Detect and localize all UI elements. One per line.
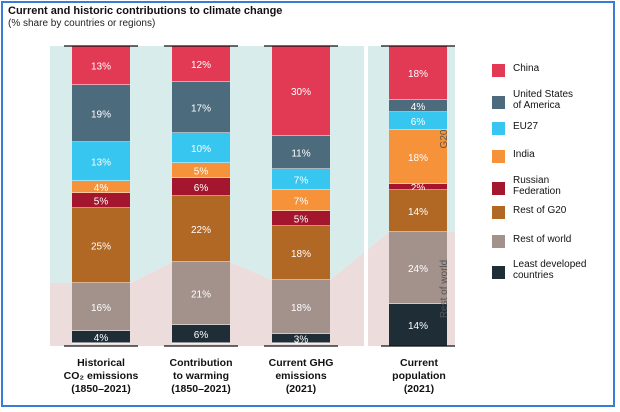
data-label: 3% [294,335,309,346]
bar-segment [272,211,330,226]
rest-of-world-band [50,232,455,346]
bar-segment [389,304,447,346]
bar-segment [172,325,230,343]
data-label: 6% [411,117,426,128]
bar-segment [272,46,330,136]
bar-segment [72,331,130,343]
legend-swatch [492,122,505,135]
legend-label: EU27 [513,121,539,132]
bar-segment [389,112,447,130]
bar-segment [172,196,230,262]
bar-segment [72,142,130,181]
bar-segment [389,130,447,184]
chart-subtitle: (% share by countries or regions) [8,18,156,29]
bar-segment [389,184,447,190]
legend-label: Least developed countries [513,259,587,281]
data-label: 25% [91,242,111,253]
bar-segment [72,46,130,85]
bar-segment [172,178,230,196]
legend-swatch [492,64,505,77]
data-label: 11% [291,149,310,160]
legend-label: Rest of world [513,234,572,245]
legend-label: Rest of G20 [513,205,567,216]
chart-title: Current and historic contributions to cl… [8,5,283,17]
legend-label: Russian Federation [513,175,561,197]
data-label: 12% [191,60,211,71]
data-label: 16% [91,303,111,314]
data-label: 4% [411,102,426,113]
category-label: population [392,370,446,382]
rest-of-world-group-label: Rest of world [439,260,450,318]
bar-segment [172,163,230,178]
legend-label: India [513,149,535,160]
legend-label: China [513,63,540,74]
bar-segment [172,133,230,163]
data-label: 7% [294,176,309,187]
bar-segment [272,190,330,211]
data-label: 5% [94,197,109,208]
data-label: 2% [411,183,426,194]
data-label: 18% [408,153,428,164]
category-label: (2021) [286,383,316,395]
legend-swatch [492,266,505,279]
g20-band [50,46,455,283]
bar-segment [72,283,130,331]
bar-segment [172,46,230,82]
data-label: 5% [294,215,309,226]
category-label: (1850–2021) [171,383,231,395]
legend-swatch [492,235,505,248]
data-label: 6% [194,183,209,194]
legend-label: United States of America [513,89,574,111]
category-label: (2021) [404,383,434,395]
legend-swatch [492,150,505,163]
category-label: to warming [173,370,229,382]
category-label: (1850–2021) [71,383,131,395]
category-label: CO₂ emissions [64,370,139,382]
bar-segment [272,334,330,343]
data-label: 6% [194,330,209,341]
category-label: Historical [77,357,125,369]
category-label: Current [400,357,438,369]
g20-group-label: G20 [439,129,450,148]
data-label: 19% [91,110,111,121]
bar-segment [389,100,447,112]
data-label: 4% [94,183,109,194]
legend-swatch [492,182,505,195]
data-label: 24% [408,264,428,275]
bar-segment [72,181,130,193]
data-label: 18% [291,249,311,260]
category-label: emissions [275,370,327,382]
data-label: 10% [191,144,211,155]
legend-swatch [492,206,505,219]
data-label: 13% [91,62,111,73]
bar-segment [172,262,230,325]
bar-segment [272,136,330,169]
data-label: 14% [408,321,428,332]
bar-segment [72,208,130,283]
data-label: 5% [194,167,209,178]
category-label: Current GHG [269,357,334,369]
bar-segment [389,46,447,100]
data-label: 21% [191,290,211,301]
bar-segment [172,82,230,133]
data-label: 18% [291,303,311,314]
data-label: 18% [408,69,428,80]
data-label: 7% [294,197,309,208]
data-label: 30% [291,87,311,98]
bar-segment [72,193,130,208]
bar-segment [272,226,330,280]
bar-segment [389,232,447,304]
bar-segment [72,85,130,142]
bar-segment [272,169,330,190]
data-label: 14% [408,207,428,218]
category-label: Contribution [170,357,233,369]
bar-segment [389,190,447,232]
legend-swatch [492,96,505,109]
bar-segment [272,280,330,334]
data-label: 4% [94,333,109,344]
data-label: 17% [191,104,211,115]
data-label: 22% [191,225,211,236]
data-label: 13% [91,158,111,169]
